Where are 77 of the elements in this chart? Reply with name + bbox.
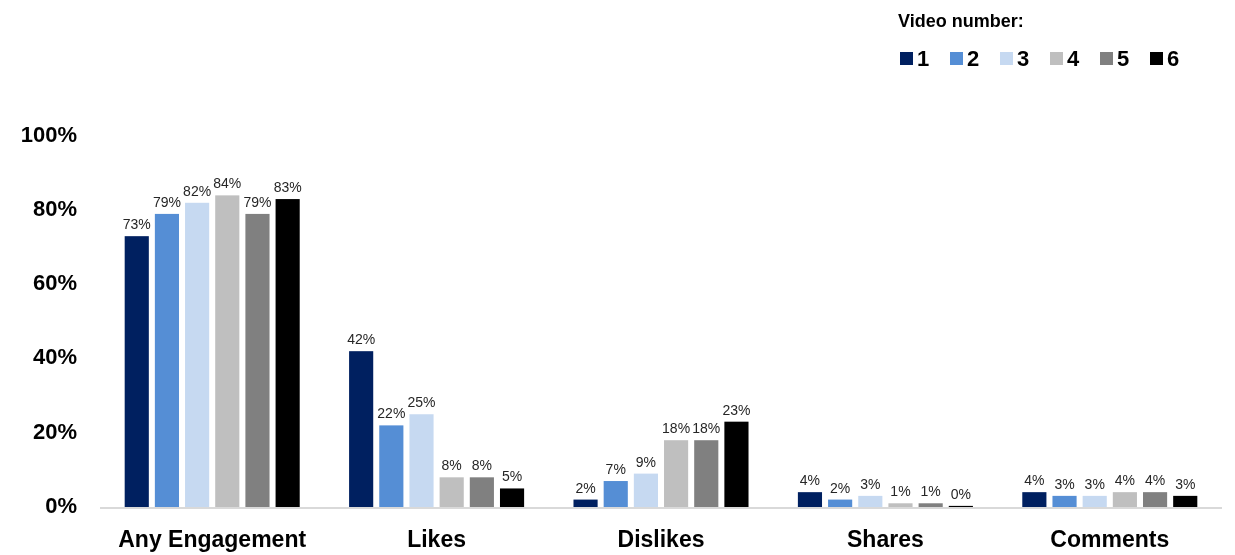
bar xyxy=(573,499,598,507)
y-tick-label: 0% xyxy=(45,492,77,518)
y-tick-label: 80% xyxy=(32,196,77,222)
data-label: 2% xyxy=(830,479,851,496)
data-label: 73% xyxy=(122,216,151,233)
bar xyxy=(409,414,434,507)
data-label: 2% xyxy=(575,479,596,496)
bar xyxy=(245,213,270,507)
x-tick-label: Shares xyxy=(847,526,924,552)
data-label: 4% xyxy=(799,472,821,489)
x-tick-label: Comments xyxy=(1050,526,1170,552)
data-label: 8% xyxy=(471,457,492,474)
legend-label: 1 xyxy=(917,46,930,71)
legend-label: 6 xyxy=(1167,46,1180,71)
data-label: 4% xyxy=(1024,472,1045,489)
x-tick-label: Likes xyxy=(407,526,467,552)
bar xyxy=(1112,492,1137,507)
y-tick-label: 100% xyxy=(20,121,77,147)
legend-title: Video number: xyxy=(898,11,1024,31)
data-label: 82% xyxy=(183,182,212,199)
bar xyxy=(215,195,240,507)
bar xyxy=(1082,495,1107,507)
legend-label: 3 xyxy=(1017,46,1030,71)
legend-label: 5 xyxy=(1117,46,1130,71)
y-tick-label: 60% xyxy=(32,270,77,296)
bar xyxy=(349,351,374,507)
bar xyxy=(499,488,525,507)
data-label: 79% xyxy=(243,193,272,210)
legend-label: 4 xyxy=(1067,46,1080,71)
bar xyxy=(439,477,464,507)
data-label: 18% xyxy=(662,420,691,437)
data-label: 3% xyxy=(860,475,881,492)
data-label: 4% xyxy=(1114,472,1136,489)
data-label: 23% xyxy=(722,401,751,418)
data-label: 3% xyxy=(1175,475,1196,492)
data-label: 0% xyxy=(950,485,971,502)
data-label: 4% xyxy=(1144,472,1166,489)
data-label: 1% xyxy=(890,483,911,500)
bar xyxy=(724,421,749,507)
data-label: 42% xyxy=(347,331,376,348)
data-label: 7% xyxy=(605,461,626,478)
data-label: 3% xyxy=(1084,475,1105,492)
data-label: 22% xyxy=(377,405,406,422)
x-tick-label: Any Engagement xyxy=(118,526,307,552)
bar xyxy=(469,477,494,507)
bar xyxy=(858,495,883,507)
data-label: 83% xyxy=(273,179,302,196)
bar xyxy=(797,492,823,507)
data-label: 5% xyxy=(501,468,523,485)
data-label: 1% xyxy=(920,483,941,500)
data-label: 25% xyxy=(407,394,436,411)
bar xyxy=(828,499,853,507)
data-label: 9% xyxy=(635,453,657,470)
y-tick-label: 40% xyxy=(32,344,77,370)
bar xyxy=(603,481,628,507)
data-label: 8% xyxy=(441,457,462,474)
data-label: 3% xyxy=(1054,475,1075,492)
bar xyxy=(1143,492,1168,507)
bar xyxy=(918,503,943,507)
bar xyxy=(888,503,913,507)
bar xyxy=(1173,495,1198,507)
bar xyxy=(1052,495,1077,507)
data-label: 84% xyxy=(213,175,242,192)
y-tick-label: 20% xyxy=(32,418,77,444)
legend-label: 2 xyxy=(967,46,980,71)
bar xyxy=(633,473,658,507)
bar xyxy=(124,236,149,507)
data-label: 18% xyxy=(692,420,721,437)
data-label: 79% xyxy=(152,193,181,210)
bar xyxy=(275,199,300,507)
bar xyxy=(1022,492,1047,507)
bar xyxy=(379,425,404,507)
bar xyxy=(664,440,689,507)
x-tick-label: Dislikes xyxy=(617,526,705,552)
bar xyxy=(694,440,719,507)
bar xyxy=(185,202,210,507)
bar xyxy=(154,213,179,507)
